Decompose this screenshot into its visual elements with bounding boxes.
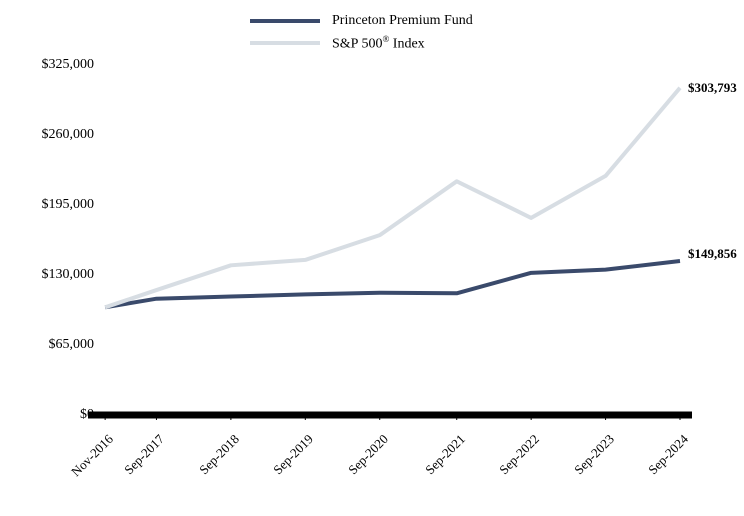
- series-end-label: $149,856: [688, 246, 737, 262]
- growth-chart: Princeton Premium Fund S&P 500® Index $0…: [0, 0, 744, 516]
- series-end-label: $303,793: [688, 80, 737, 96]
- y-tick-label: $260,000: [4, 127, 94, 143]
- y-tick-label: $195,000: [4, 197, 94, 213]
- y-tick-label: $130,000: [4, 267, 94, 283]
- y-tick-label: $325,000: [4, 57, 94, 73]
- y-tick-label: $65,000: [4, 337, 94, 353]
- y-tick-label: $0: [4, 407, 94, 423]
